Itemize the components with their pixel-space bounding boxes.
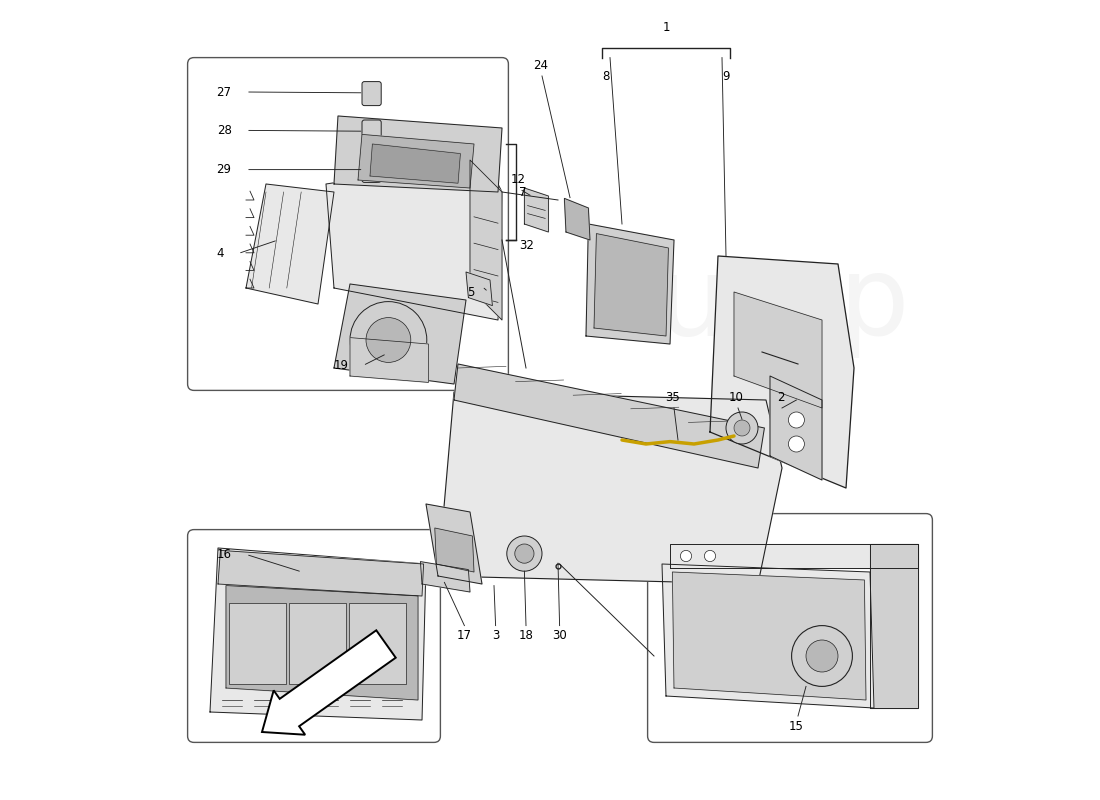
- Text: 1: 1: [662, 21, 670, 34]
- Circle shape: [704, 550, 716, 562]
- Polygon shape: [670, 544, 918, 568]
- Polygon shape: [426, 504, 482, 584]
- Polygon shape: [470, 160, 502, 320]
- Text: 7: 7: [519, 186, 526, 198]
- Polygon shape: [525, 188, 549, 232]
- Polygon shape: [334, 116, 502, 192]
- Text: 29: 29: [217, 163, 232, 176]
- Polygon shape: [246, 184, 334, 304]
- Polygon shape: [358, 134, 474, 188]
- Polygon shape: [326, 160, 502, 320]
- Text: 27: 27: [217, 86, 232, 98]
- Text: 32: 32: [519, 239, 534, 252]
- Text: europ: europ: [590, 250, 911, 358]
- Text: 5: 5: [466, 286, 474, 298]
- Polygon shape: [226, 586, 418, 700]
- Circle shape: [734, 420, 750, 436]
- FancyBboxPatch shape: [188, 58, 508, 390]
- Circle shape: [366, 318, 410, 362]
- Circle shape: [507, 536, 542, 571]
- Text: 19: 19: [333, 359, 349, 372]
- Polygon shape: [210, 548, 426, 720]
- Text: 1985: 1985: [552, 513, 708, 607]
- Circle shape: [806, 640, 838, 672]
- Text: 16: 16: [217, 548, 232, 561]
- FancyBboxPatch shape: [648, 514, 933, 742]
- Polygon shape: [350, 338, 428, 382]
- Text: 35: 35: [666, 391, 680, 404]
- Polygon shape: [564, 198, 590, 240]
- Circle shape: [792, 626, 852, 686]
- FancyBboxPatch shape: [362, 158, 382, 182]
- Text: 2: 2: [777, 391, 784, 404]
- Polygon shape: [586, 224, 674, 344]
- Circle shape: [350, 302, 427, 378]
- FancyBboxPatch shape: [362, 82, 382, 106]
- Text: 12: 12: [510, 174, 526, 186]
- Text: 9: 9: [723, 70, 729, 83]
- Text: 8: 8: [603, 70, 609, 83]
- Polygon shape: [870, 544, 918, 708]
- Polygon shape: [370, 144, 461, 183]
- FancyBboxPatch shape: [362, 120, 382, 144]
- Circle shape: [515, 544, 534, 563]
- Polygon shape: [454, 364, 764, 468]
- FancyBboxPatch shape: [349, 603, 406, 684]
- Text: 15: 15: [789, 720, 804, 733]
- Polygon shape: [734, 292, 822, 408]
- Polygon shape: [434, 528, 474, 572]
- FancyBboxPatch shape: [229, 603, 286, 684]
- Text: 24: 24: [532, 59, 548, 72]
- Polygon shape: [672, 572, 866, 700]
- Circle shape: [789, 412, 804, 428]
- FancyArrow shape: [262, 630, 396, 734]
- FancyBboxPatch shape: [289, 603, 346, 684]
- Text: 4: 4: [216, 247, 223, 260]
- Polygon shape: [770, 376, 822, 480]
- Polygon shape: [334, 284, 466, 384]
- Polygon shape: [662, 564, 874, 708]
- Text: 10: 10: [729, 391, 744, 404]
- Polygon shape: [438, 392, 782, 584]
- Polygon shape: [466, 272, 493, 306]
- Circle shape: [726, 412, 758, 444]
- Text: 18: 18: [518, 629, 534, 642]
- Text: 28: 28: [217, 124, 232, 137]
- Text: 17: 17: [456, 629, 472, 642]
- Text: 3: 3: [492, 629, 499, 642]
- Polygon shape: [594, 234, 669, 336]
- Polygon shape: [218, 550, 424, 596]
- Text: a passion for: a passion for: [455, 416, 676, 512]
- Polygon shape: [710, 256, 854, 488]
- Text: 30: 30: [552, 629, 567, 642]
- Circle shape: [681, 550, 692, 562]
- FancyBboxPatch shape: [188, 530, 440, 742]
- Circle shape: [789, 436, 804, 452]
- Polygon shape: [420, 562, 470, 592]
